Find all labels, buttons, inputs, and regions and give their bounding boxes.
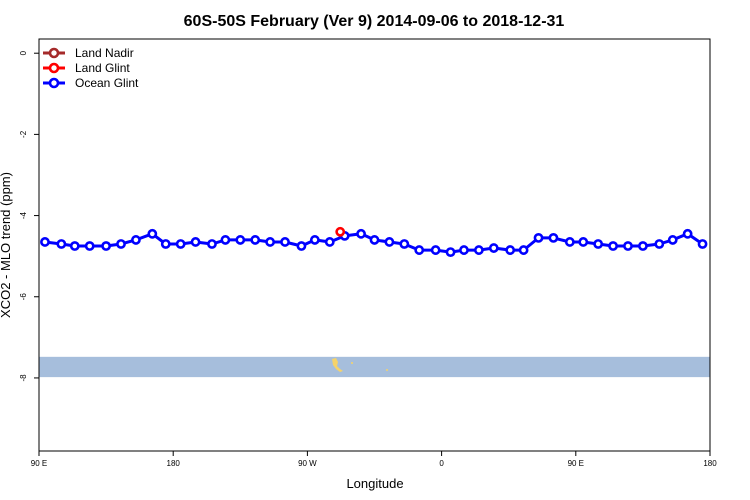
- data-point: [296, 241, 307, 251]
- data-point: [518, 245, 529, 255]
- y-tick-label: -4: [19, 211, 28, 219]
- data-point: [638, 241, 648, 251]
- legend-label: Land Nadir: [75, 46, 134, 60]
- x-tick-label: 180: [703, 459, 717, 468]
- data-point: [40, 237, 50, 247]
- data-point: [250, 235, 261, 245]
- y-axis: 0 -2 -4 -6 -8: [19, 50, 39, 381]
- x-tick-label: 90 E: [568, 459, 584, 468]
- x-tick-label: 90 E: [31, 459, 47, 468]
- data-point: [533, 232, 544, 243]
- data-point: [116, 239, 126, 249]
- chart-title: 60S-50S February (Ver 9) 2014-09-06 to 2…: [184, 13, 565, 30]
- data-point: [265, 237, 276, 247]
- map-band-land: [332, 358, 343, 372]
- data-point: [84, 241, 95, 251]
- x-axis: 90 E 180 90 W 0 90 E 180: [31, 451, 717, 468]
- data-point: [608, 241, 618, 251]
- map-band-ocean: [39, 356, 710, 378]
- data-point: [564, 237, 575, 247]
- x-tick-label: 180: [167, 459, 181, 468]
- data-point: [445, 247, 456, 258]
- data-point: [101, 241, 111, 251]
- y-tick-label: -6: [19, 293, 28, 301]
- data-point: [459, 245, 469, 255]
- data-point: [369, 235, 380, 245]
- map-band-island: [351, 362, 353, 364]
- data-point: [220, 235, 231, 245]
- legend-label: Ocean Glint: [75, 76, 139, 90]
- data-point: [548, 232, 559, 243]
- data-point: [335, 226, 346, 237]
- y-tick-label: -8: [19, 374, 28, 382]
- data-point: [190, 237, 201, 247]
- data-point: [235, 235, 246, 245]
- data-point: [399, 239, 410, 249]
- data-point: [488, 243, 499, 253]
- data-point: [56, 239, 67, 249]
- data-point: [430, 245, 441, 255]
- data-point: [623, 241, 633, 251]
- series-group: [40, 226, 708, 258]
- data-point: [473, 245, 484, 255]
- data-point: [682, 228, 693, 239]
- x-axis-label: Longitude: [346, 476, 403, 491]
- data-point: [309, 235, 320, 245]
- data-point: [654, 239, 665, 249]
- map-band-island: [386, 369, 388, 371]
- legend-marker: [48, 62, 60, 74]
- data-point: [667, 235, 678, 245]
- y-tick-label: -2: [19, 130, 28, 138]
- y-axis-label: XCO2 - MLO trend (ppm): [0, 172, 13, 318]
- legend-marker: [48, 47, 60, 59]
- data-point: [280, 237, 290, 247]
- x-tick-label: 0: [439, 459, 444, 468]
- data-point: [69, 241, 80, 251]
- data-point: [414, 245, 425, 255]
- map-band: [39, 356, 710, 378]
- data-point: [324, 237, 335, 247]
- data-point: [593, 239, 604, 249]
- data-point: [147, 228, 158, 239]
- plot-frame: [38, 38, 711, 452]
- data-point: [175, 239, 186, 249]
- data-point: [160, 239, 171, 249]
- data-point: [697, 239, 708, 249]
- data-point: [356, 228, 366, 239]
- data-point: [131, 235, 141, 245]
- data-point: [207, 239, 217, 249]
- x-tick-label: 90 W: [298, 459, 317, 468]
- data-point: [384, 237, 395, 247]
- legend-label: Land Glint: [75, 61, 130, 75]
- y-tick-label: 0: [19, 50, 28, 55]
- data-point: [505, 245, 516, 255]
- legend-marker: [48, 77, 60, 89]
- data-point: [578, 237, 589, 247]
